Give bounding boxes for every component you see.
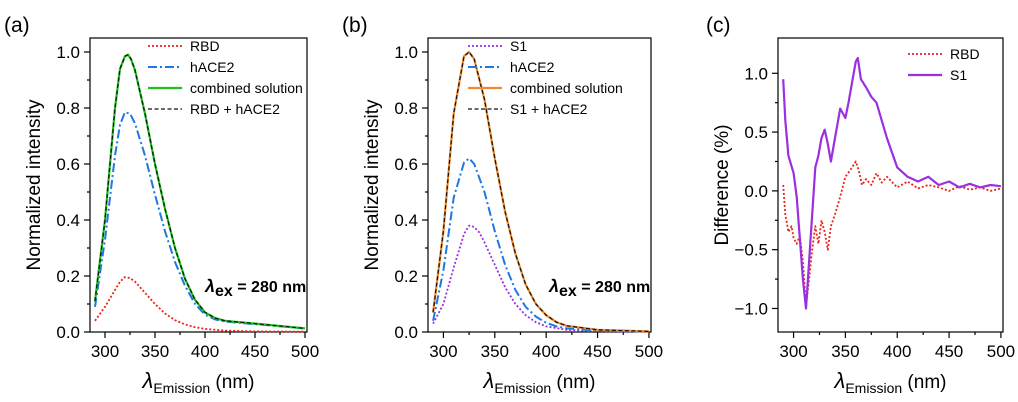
x-tick-label: 300 <box>429 342 457 361</box>
series-line-s1-hace2 <box>432 51 649 332</box>
legend-label: hACE2 <box>190 59 235 75</box>
y-tick-label: 0.0 <box>744 182 768 201</box>
x-tick-label: 500 <box>635 342 663 361</box>
x-tick-label: 400 <box>883 342 911 361</box>
panel-label: (c) <box>706 14 731 37</box>
legend-label: RBD <box>950 46 980 62</box>
x-axis-title: λEmission (nm) <box>483 368 596 396</box>
x-tick-label: 500 <box>291 342 319 361</box>
x-tick-label: 400 <box>532 342 560 361</box>
y-axis-title: Normalized intensity <box>362 99 383 271</box>
series-line-hace2 <box>94 111 306 330</box>
series-line-s1 <box>782 56 1002 310</box>
legend-label: RBD + hACE2 <box>190 101 280 117</box>
y-axis-title: Difference (%) <box>712 124 733 245</box>
x-axis-title: λEmission (nm) <box>834 368 947 396</box>
x-tick-label: 300 <box>91 342 119 361</box>
x-tick-label: 350 <box>481 342 509 361</box>
panel-c: (c) 300 350 400 450 500 −1.0 −0.5 0.0 0.5 1.0 λEmis… <box>706 14 1015 396</box>
x-tick-label: 450 <box>241 342 269 361</box>
y-tick-label: 0.2 <box>56 267 80 286</box>
legend: RBD hACE2 combined solution RBD + hACE2 <box>148 38 303 117</box>
x-axis-title: λEmission (nm) <box>142 368 255 396</box>
series-line-s1 <box>432 224 649 333</box>
legend-label: hACE2 <box>510 59 555 75</box>
x-tick-label: 450 <box>935 342 963 361</box>
panel-a: (a) 300 350 400 450 500 0.0 0.2 0.4 0.6 0.8 1.0 λEmi… <box>4 14 319 396</box>
series-line-hace2 <box>432 157 649 333</box>
x-tick-label: 350 <box>141 342 169 361</box>
y-tick-label: 0.8 <box>394 99 418 118</box>
y-axis-title: Normalized intensity <box>24 99 45 271</box>
x-tick-label: 350 <box>831 342 859 361</box>
axes-frame <box>777 37 1004 333</box>
axes-frame <box>427 37 652 333</box>
x-tick-label: 450 <box>583 342 611 361</box>
y-tick-label: 1.0 <box>56 43 80 62</box>
excitation-annotation: λex = 280 nm <box>204 276 306 300</box>
y-tick-label: 0.0 <box>394 323 418 342</box>
legend-label: S1 <box>950 67 967 83</box>
x-tick-label: 500 <box>987 342 1015 361</box>
y-tick-label: 1.0 <box>744 64 768 83</box>
excitation-annotation: λex = 280 nm <box>548 276 650 300</box>
legend-label: combined solution <box>510 80 623 96</box>
y-tick-label: 0.0 <box>56 323 80 342</box>
panel-label: (b) <box>342 14 368 37</box>
x-tick-label: 400 <box>191 342 219 361</box>
legend: S1 hACE2 combined solution S1 + hACE2 <box>468 38 623 117</box>
y-tick-label: 0.6 <box>394 155 418 174</box>
y-tick-label: 0.6 <box>56 155 80 174</box>
panel-label: (a) <box>4 14 30 37</box>
y-tick-label: −1.0 <box>734 299 768 318</box>
legend-label: S1 <box>510 38 527 54</box>
legend-label: combined solution <box>190 80 303 96</box>
y-tick-label: 0.4 <box>56 211 80 230</box>
y-tick-label: −0.5 <box>734 241 768 260</box>
panel-b: (b) 300 350 400 450 500 0.0 0.2 0.4 0.6 0.8 1.0 λEmi… <box>342 14 663 396</box>
series-line-rbd-hace2 <box>94 54 306 329</box>
y-tick-label: 0.2 <box>394 267 418 286</box>
legend-label: RBD <box>190 38 220 54</box>
legend-label: S1 + hACE2 <box>510 101 588 117</box>
y-tick-label: 0.4 <box>394 211 418 230</box>
y-tick-label: 0.5 <box>744 123 768 142</box>
y-tick-label: 1.0 <box>394 43 418 62</box>
axes-frame <box>89 37 308 333</box>
x-tick-label: 300 <box>779 342 807 361</box>
y-tick-label: 0.8 <box>56 99 80 118</box>
series-line-rbd <box>782 160 1002 308</box>
legend: RBD S1 <box>908 46 980 83</box>
